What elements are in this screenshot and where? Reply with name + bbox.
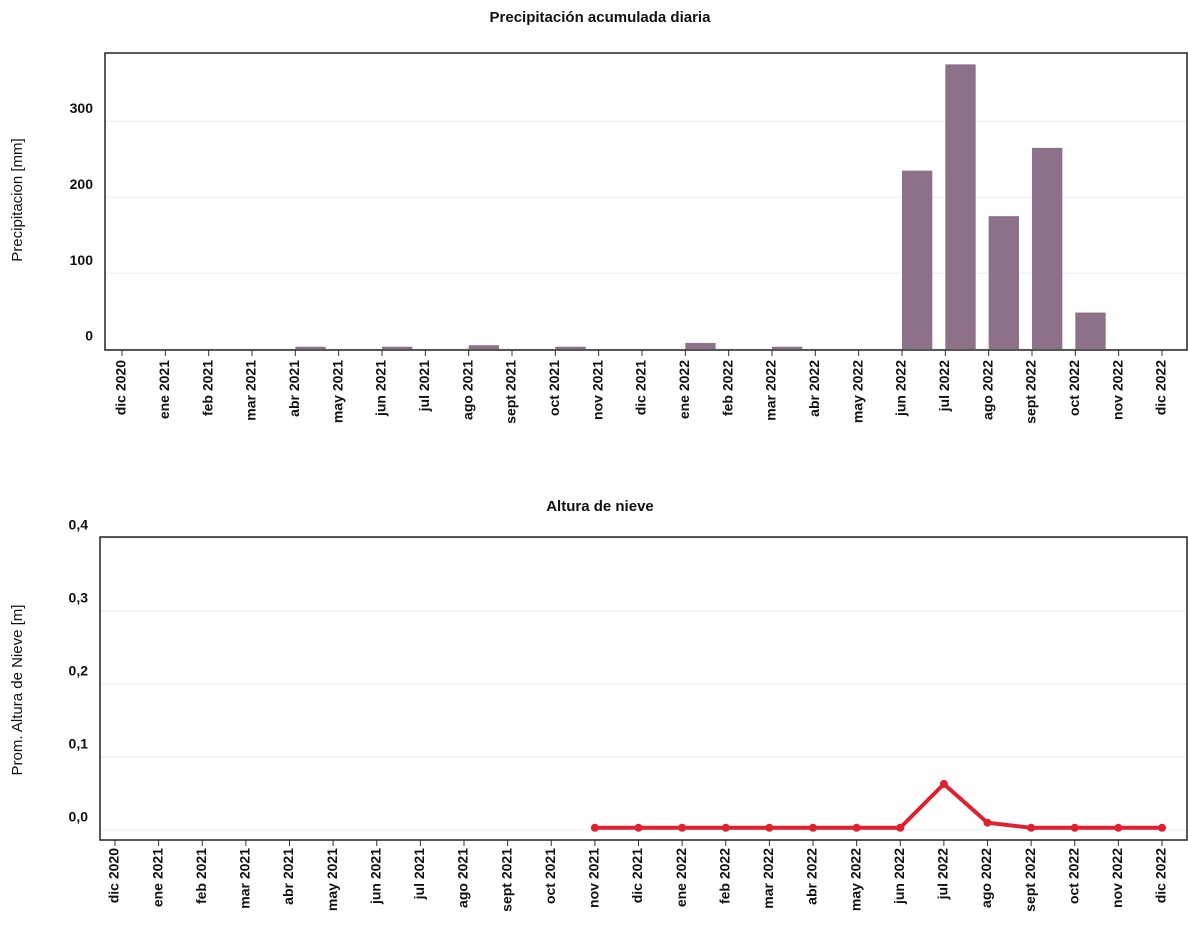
bar <box>1032 147 1063 349</box>
x-tick-label: jun 2021 <box>367 848 383 905</box>
y-tick-label: 200 <box>70 176 94 192</box>
chart-title: Precipitación acumulada diaria <box>490 9 712 26</box>
x-tick-label: dic 2022 <box>1153 360 1169 415</box>
x-tick-label: mar 2022 <box>763 360 779 421</box>
chart-title: Altura de nieve <box>546 498 654 515</box>
x-tick-label: feb 2021 <box>193 848 209 904</box>
x-tick-label: jul 2021 <box>411 848 427 901</box>
bar <box>988 216 1019 349</box>
y-tick-label: 0,4 <box>69 517 89 533</box>
plot-frame <box>99 536 1188 841</box>
x-tick-label: sept 2022 <box>1023 360 1039 424</box>
bar <box>945 64 976 349</box>
point <box>721 823 730 832</box>
bar <box>382 346 413 349</box>
bar <box>468 345 499 349</box>
point <box>590 823 599 832</box>
x-tick-label: ago 2021 <box>455 848 471 908</box>
y-tick-label: 0,0 <box>69 809 89 825</box>
x-tick-label: feb 2022 <box>716 848 732 904</box>
x-tick-label: mar 2021 <box>237 848 253 909</box>
x-tick-label: sept 2021 <box>498 848 514 912</box>
x-tick-label: jun 2021 <box>373 360 389 417</box>
point <box>678 823 687 832</box>
x-tick-label: ago 2022 <box>978 848 994 908</box>
bar <box>772 346 803 349</box>
x-tick-label: may 2021 <box>324 848 340 911</box>
x-tick-label: mar 2021 <box>243 360 259 421</box>
point <box>939 780 948 789</box>
x-tick-label: may 2021 <box>329 360 345 423</box>
x-tick-label: ene 2022 <box>673 848 689 907</box>
point <box>1070 823 1079 832</box>
bar <box>1075 312 1106 349</box>
x-tick-label: mar 2022 <box>760 848 776 909</box>
x-tick-label: jul 2022 <box>935 848 951 901</box>
x-tick-label: oct 2022 <box>1065 848 1081 904</box>
x-tick-label: feb 2022 <box>719 360 735 416</box>
x-tick-label: jun 2022 <box>893 360 909 417</box>
point <box>809 823 817 832</box>
x-tick-label: ago 2022 <box>979 360 995 420</box>
y-tick-label: 0,3 <box>69 590 89 606</box>
x-tick-label: abr 2022 <box>806 360 822 417</box>
bar <box>555 346 586 349</box>
x-tick-label: may 2022 <box>849 360 865 423</box>
x-tick-label: sept 2021 <box>503 360 519 424</box>
x-tick-label: dic 2020 <box>113 360 129 415</box>
x-tick-label: nov 2022 <box>1109 848 1125 908</box>
x-tick-label: ene 2022 <box>676 360 692 419</box>
x-tick-label: abr 2022 <box>804 848 820 905</box>
y-tick-label: 0 <box>85 328 93 344</box>
x-tick-label: sept 2022 <box>1022 848 1038 912</box>
x-tick-label: jul 2022 <box>936 360 952 413</box>
y-axis-label: Prom. Altura de Nieve [m] <box>9 605 26 776</box>
x-tick-label: dic 2022 <box>1153 848 1169 903</box>
y-tick-label: 300 <box>70 100 94 116</box>
point <box>1027 823 1036 832</box>
bar <box>685 342 716 349</box>
point <box>1158 823 1166 832</box>
point <box>765 823 774 832</box>
plot-frame <box>104 52 1188 351</box>
x-tick-label: oct 2021 <box>546 360 562 416</box>
x-tick-label: abr 2021 <box>286 360 302 417</box>
x-tick-label: oct 2021 <box>542 848 558 904</box>
x-tick-label: feb 2021 <box>199 360 215 416</box>
y-tick-label: 0,1 <box>69 736 89 752</box>
y-axis-label: Precipitacion [mm] <box>9 138 26 261</box>
x-tick-label: jun 2022 <box>891 848 907 905</box>
x-tick-label: nov 2021 <box>589 360 605 420</box>
y-tick-label: 100 <box>70 252 94 268</box>
y-tick-label: 0,2 <box>69 663 89 679</box>
x-tick-label: ene 2021 <box>156 360 172 419</box>
x-tick-label: may 2022 <box>847 848 863 911</box>
point <box>634 823 643 832</box>
bar <box>295 346 326 349</box>
x-tick-label: dic 2020 <box>106 848 122 903</box>
bar <box>902 170 933 349</box>
x-tick-label: dic 2021 <box>629 848 645 903</box>
x-tick-label: oct 2022 <box>1066 360 1082 416</box>
x-tick-label: ago 2021 <box>459 360 475 420</box>
x-tick-label: jul 2021 <box>416 360 432 413</box>
point <box>852 823 861 832</box>
x-tick-label: ene 2021 <box>149 848 165 907</box>
point <box>1114 823 1123 832</box>
point <box>896 823 905 832</box>
x-tick-label: nov 2021 <box>586 848 602 908</box>
x-tick-label: nov 2022 <box>1109 360 1125 420</box>
x-tick-label: dic 2021 <box>633 360 649 415</box>
x-tick-label: abr 2021 <box>280 848 296 905</box>
point <box>983 818 992 827</box>
line <box>594 781 1162 830</box>
